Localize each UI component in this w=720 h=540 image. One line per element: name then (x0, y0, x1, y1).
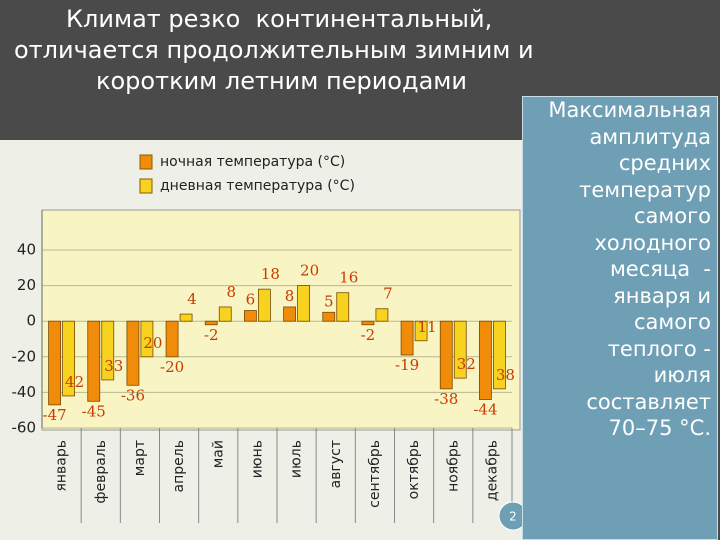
legend-label: ночная температура (°С) (160, 154, 345, 170)
bar (414, 320, 428, 342)
side-text-line: средних (618, 151, 711, 175)
title-line: Климат резко континентальный, (66, 5, 493, 33)
x-tick-label: февраль (93, 440, 109, 504)
value-label: 8 (226, 283, 236, 301)
title-line: коротким летним периодами (96, 67, 467, 95)
side-text-line: Максимальная (548, 98, 711, 122)
bar (336, 292, 350, 322)
side-text-line: холодного (594, 230, 711, 255)
side-text-line: самого (634, 204, 711, 228)
value-label: -44 (473, 401, 497, 419)
page-badge (498, 501, 522, 531)
title-line: отличается продолжительным зимним и (14, 36, 534, 64)
x-tick-label: март (132, 440, 148, 476)
value-label: -38 (434, 390, 458, 408)
value-label: 20 (300, 262, 319, 280)
bar (493, 320, 506, 390)
side-text-line: 70–75 °С. (608, 416, 711, 440)
bar (453, 320, 467, 379)
value-label: 7 (383, 285, 393, 303)
x-tick-label: июнь (249, 440, 265, 478)
value-label: -2 (204, 326, 219, 344)
bar (322, 311, 336, 322)
value-label: -36 (121, 386, 145, 404)
value-label: -47 (43, 406, 67, 424)
bar (258, 288, 271, 322)
value-label: 33 (104, 357, 123, 375)
y-tick-label: -40 (12, 383, 37, 401)
y-tick-label: -20 (12, 347, 37, 365)
value-label: 32 (457, 355, 476, 373)
value-label: 11 (418, 318, 437, 336)
bar (204, 320, 218, 326)
x-tick-label: сентябрь (367, 440, 383, 508)
bar (479, 320, 492, 400)
y-tick-label: -60 (12, 419, 37, 437)
bar (439, 320, 453, 390)
bar (297, 285, 310, 322)
side-text-line: месяца - (609, 257, 711, 281)
bar (126, 320, 140, 386)
bar (165, 320, 179, 358)
slide-title: Климат резко континентальный, отличается … (0, 4, 620, 97)
value-label: -19 (395, 356, 419, 374)
x-tick-label: октябрь (406, 440, 422, 499)
value-label: 42 (65, 373, 84, 391)
x-tick-label: май (210, 440, 226, 468)
bar (48, 320, 61, 406)
bar (244, 310, 257, 322)
y-tick-label: 20 (17, 276, 36, 294)
side-text-line: составляет (586, 389, 711, 414)
y-tick-label: 0 (26, 312, 36, 330)
bar (101, 320, 115, 381)
bar (400, 320, 414, 356)
bar (361, 320, 375, 326)
value-label: 5 (324, 292, 334, 310)
value-label: 18 (261, 265, 280, 283)
bar (283, 306, 296, 322)
legend-label: дневная температура (°С) (160, 178, 355, 194)
value-label: 38 (496, 366, 515, 384)
value-label: 4 (187, 290, 197, 308)
side-text-line: температур (579, 177, 711, 202)
x-tick-label: январь (54, 440, 70, 492)
bar (87, 320, 101, 402)
x-tick-label: август (328, 440, 344, 488)
bar (62, 320, 75, 397)
bar (140, 320, 154, 358)
legend-swatch (139, 178, 153, 194)
side-note: Максимальная амплитуда средних температур са… (522, 96, 718, 540)
value-label: 8 (285, 287, 295, 305)
chart: ночная температура (°С) дневная температу… (0, 140, 522, 540)
side-text-line: теплого - (607, 336, 711, 361)
value-label: -2 (361, 326, 376, 344)
x-tick-label: апрель (171, 440, 187, 492)
value-label: -20 (160, 358, 184, 376)
value-label: 6 (246, 291, 256, 309)
y-tick-label: 40 (17, 241, 36, 259)
x-tick-label: ноябрь (445, 440, 461, 492)
legend-swatch (139, 154, 153, 170)
side-text-line: амплитуда (589, 124, 711, 149)
bar (218, 306, 232, 322)
bar (375, 308, 389, 322)
side-text-line: июля (653, 363, 711, 387)
bar (179, 313, 193, 322)
value-label: 16 (339, 269, 358, 287)
side-text-line: января и (613, 283, 711, 308)
page-number: 2 (509, 510, 517, 524)
x-tick-label: июль (289, 440, 305, 478)
value-label: 20 (143, 334, 162, 352)
x-tick-label: декабрь (484, 440, 500, 501)
value-label: -45 (82, 402, 106, 420)
side-text-line: самого (634, 310, 711, 334)
